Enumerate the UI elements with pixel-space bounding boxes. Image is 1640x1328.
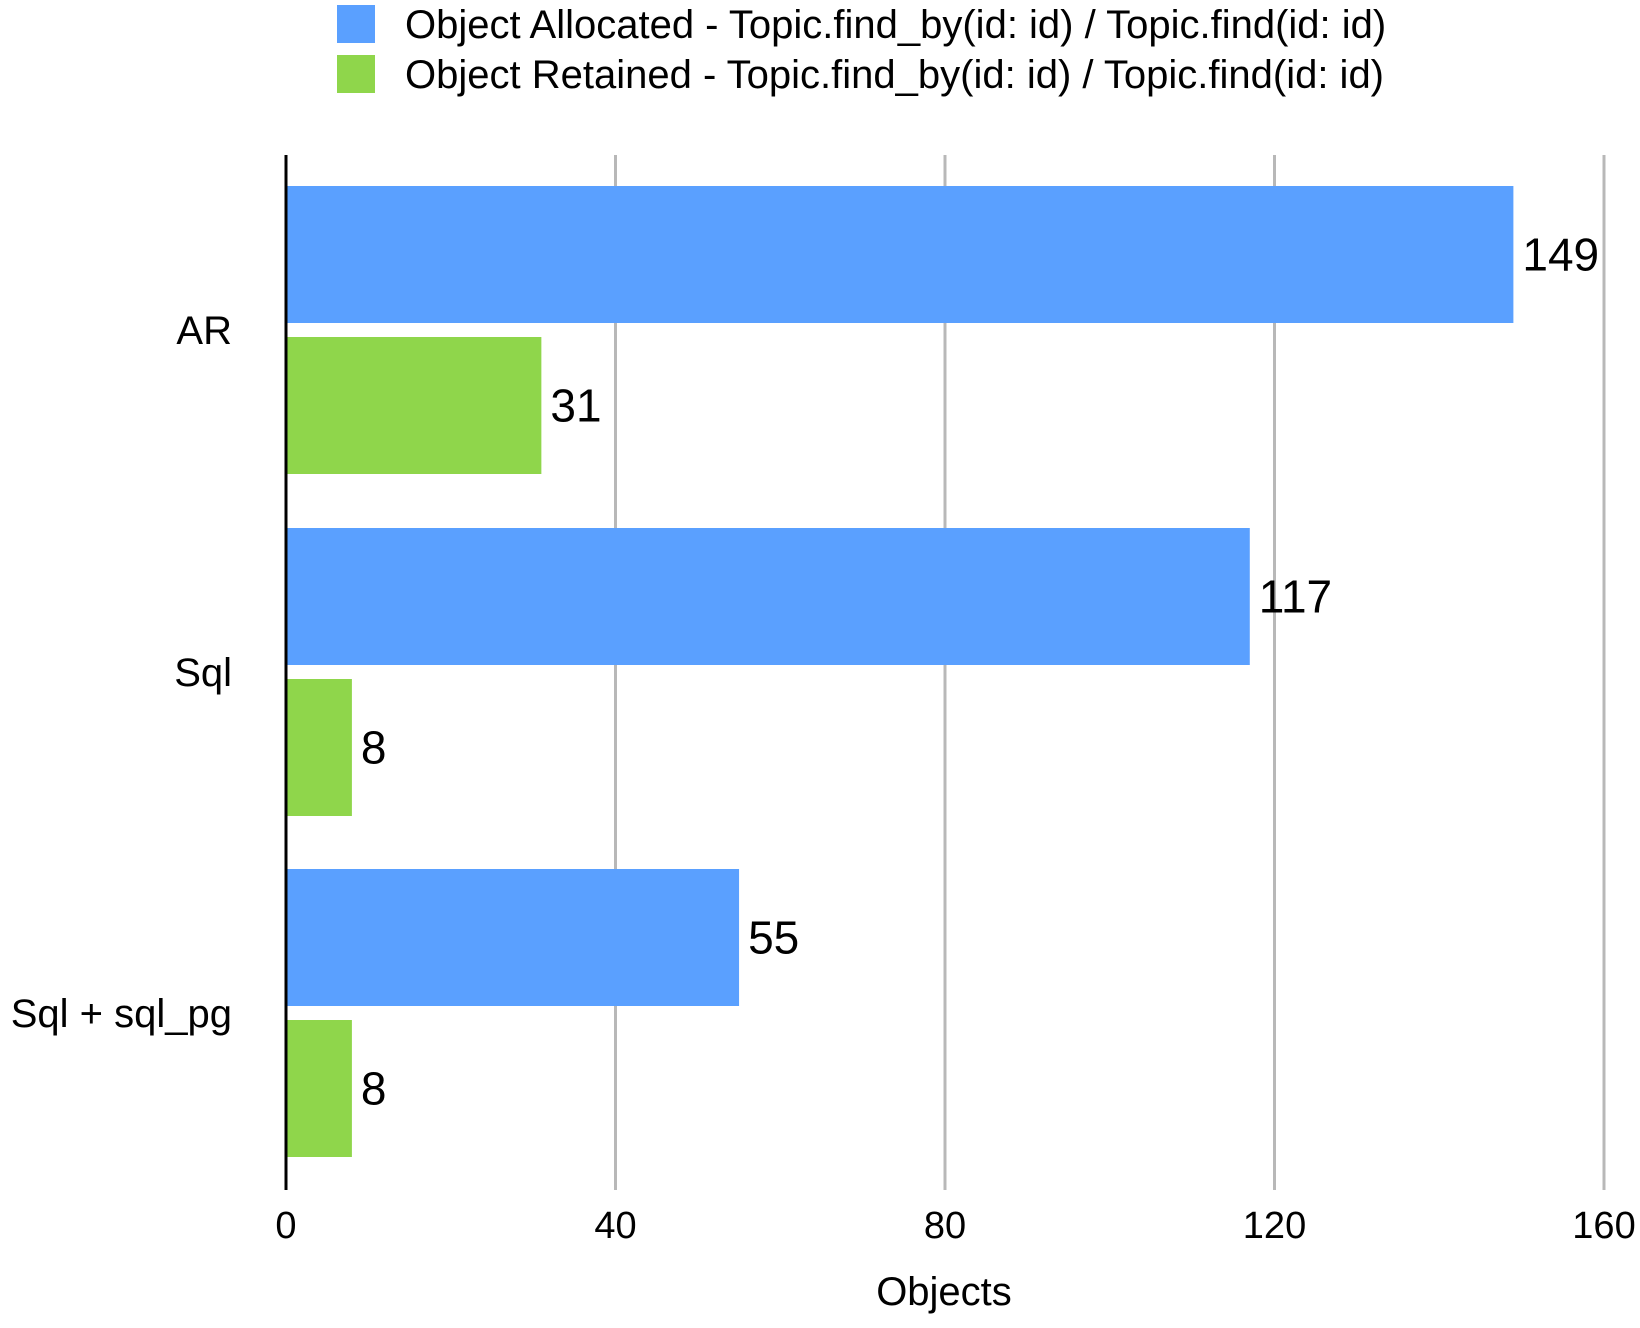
category-label: Sql bbox=[174, 651, 232, 695]
bar-allocated-2 bbox=[288, 869, 740, 1006]
x-tick-label: 120 bbox=[1243, 1205, 1306, 1247]
bar-allocated-0 bbox=[288, 186, 1514, 323]
x-axis-title: Objects bbox=[876, 1270, 1012, 1314]
data-label: 8 bbox=[361, 722, 387, 774]
x-tick-labels: 0 40 80 120 160 bbox=[275, 1205, 1635, 1247]
category-labels: AR Sql Sql + sql_pg bbox=[11, 309, 232, 1036]
x-tick-label: 40 bbox=[594, 1205, 636, 1247]
data-label: 31 bbox=[550, 380, 601, 432]
bar-allocated-1 bbox=[288, 528, 1250, 665]
legend: Object Allocated - Topic.find_by(id: id)… bbox=[337, 3, 1386, 97]
legend-swatch bbox=[337, 55, 375, 93]
legend-label: Object Allocated - Topic.find_by(id: id)… bbox=[405, 3, 1386, 47]
x-tick-label: 160 bbox=[1572, 1205, 1635, 1247]
bars bbox=[288, 186, 1514, 1157]
category-label: Sql + sql_pg bbox=[11, 992, 232, 1036]
data-label: 8 bbox=[361, 1063, 387, 1115]
bar-retained-2 bbox=[288, 1020, 352, 1157]
data-label: 55 bbox=[748, 912, 799, 964]
x-tick-label: 0 bbox=[275, 1205, 296, 1247]
data-label: 149 bbox=[1522, 229, 1599, 281]
x-tick-label: 80 bbox=[924, 1205, 966, 1247]
category-label: AR bbox=[176, 309, 232, 353]
legend-swatch bbox=[337, 5, 375, 43]
data-label: 117 bbox=[1259, 571, 1332, 623]
legend-label: Object Retained - Topic.find_by(id: id) … bbox=[405, 53, 1384, 97]
bar-retained-1 bbox=[288, 679, 352, 816]
bar-retained-0 bbox=[288, 337, 542, 474]
